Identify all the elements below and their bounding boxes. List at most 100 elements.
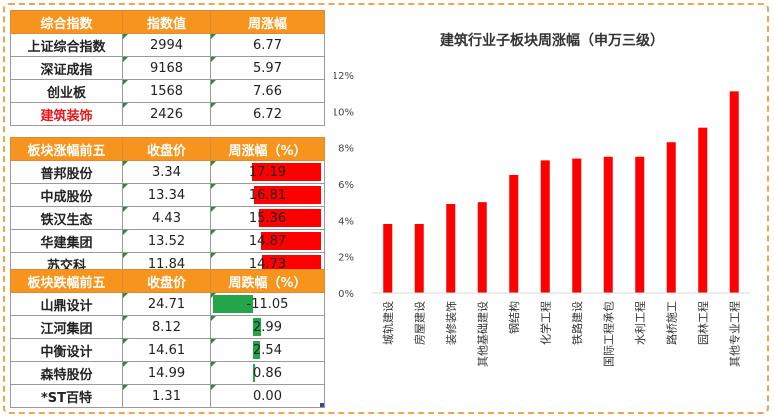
x-tick-label: 路桥施工 bbox=[665, 301, 678, 345]
index-value: 9168 bbox=[122, 56, 211, 80]
data-bar bbox=[254, 186, 321, 204]
bar bbox=[635, 156, 645, 293]
data-bar bbox=[253, 364, 255, 382]
data-bar bbox=[213, 295, 253, 313]
y-tick-label: 4% bbox=[338, 216, 354, 227]
index-value: 2994 bbox=[122, 33, 211, 57]
table-row: 中衡设计 14.61 2.54 bbox=[10, 338, 325, 362]
change-value: 0.86 bbox=[253, 365, 282, 381]
index-value: 1568 bbox=[122, 79, 211, 103]
table-row: 建筑装饰 2426 6.72 bbox=[10, 102, 325, 126]
stock-name: 中成股份 bbox=[10, 183, 123, 207]
stock-name: 华建集团 bbox=[10, 229, 123, 253]
stock-change: 2.54 bbox=[210, 338, 325, 362]
header-cell: 周涨幅 bbox=[210, 10, 325, 34]
top5-table: 板块涨幅前五 收盘价 周涨幅（%） 普邦股份 3.34 17.19 中成股份 13.34… bbox=[10, 137, 325, 276]
stock-close: 3.34 bbox=[122, 160, 211, 184]
bar bbox=[666, 142, 676, 293]
change-value: 15.36 bbox=[248, 210, 287, 226]
y-tick-label: 6% bbox=[338, 180, 354, 191]
bar bbox=[509, 174, 519, 293]
index-table: 综合指数 指数值 周涨幅 上证综合指数 2994 6.77 深证成指 9168 … bbox=[10, 10, 325, 126]
x-axis: 城轨建设 房屋建设 装修装饰 其他基础建设 钢结构 化学工程 铁路建设 国际工程承包 水利工程 路… bbox=[372, 292, 750, 367]
bar bbox=[414, 223, 424, 293]
table-row: 中成股份 13.34 16.81 bbox=[10, 183, 325, 207]
index-name: 创业板 bbox=[10, 79, 123, 103]
header-cell: 板块跌幅前五 bbox=[10, 269, 123, 293]
bar bbox=[698, 127, 708, 293]
table-row: 创业板 1568 7.66 bbox=[10, 79, 325, 103]
bar bbox=[477, 202, 487, 293]
header-cell: 周跌幅（%） bbox=[210, 269, 325, 293]
stock-close: 8.12 bbox=[122, 315, 211, 339]
data-bar bbox=[262, 255, 321, 273]
bar bbox=[540, 160, 550, 293]
header-cell: 收盘价 bbox=[122, 269, 211, 293]
stock-change: 15.36 bbox=[210, 206, 325, 230]
table-row: 江河集团 8.12 2.99 bbox=[10, 315, 325, 339]
stock-close: 24.71 bbox=[122, 292, 211, 316]
header-cell: 综合指数 bbox=[10, 10, 123, 34]
table-row: 森特股份 14.99 0.86 bbox=[10, 361, 325, 385]
stock-close: 14.99 bbox=[122, 361, 211, 385]
stock-name: 普邦股份 bbox=[10, 160, 123, 184]
index-change: 7.66 bbox=[210, 79, 325, 103]
stock-close: 13.52 bbox=[122, 229, 211, 253]
dashboard-frame bbox=[3, 3, 769, 414]
stock-name: 山鼎设计 bbox=[10, 292, 123, 316]
x-tick-label: 其他专业工程 bbox=[727, 301, 741, 367]
bar-series bbox=[383, 91, 739, 293]
header-cell: 指数值 bbox=[122, 10, 211, 34]
index-name: 深证成指 bbox=[10, 56, 123, 80]
index-name: 上证综合指数 bbox=[10, 33, 123, 57]
stock-change: 16.81 bbox=[210, 183, 325, 207]
x-tick-label: 铁路建设 bbox=[570, 301, 584, 345]
table-row: 铁汉生态 4.43 15.36 bbox=[10, 206, 325, 230]
stock-name: 江河集团 bbox=[10, 315, 123, 339]
change-value: 17.19 bbox=[248, 164, 287, 180]
stock-change: 17.19 bbox=[210, 160, 325, 184]
change-value: 2.54 bbox=[253, 342, 282, 358]
index-table-header: 综合指数 指数值 周涨幅 bbox=[10, 10, 325, 34]
stock-change: 2.99 bbox=[210, 315, 325, 339]
table-row: 深证成指 9168 5.97 bbox=[10, 56, 325, 80]
change-value: 16.81 bbox=[248, 187, 287, 203]
bar bbox=[729, 91, 739, 293]
data-bar bbox=[253, 341, 260, 359]
y-tick-label: 8% bbox=[338, 144, 354, 155]
x-tick-label: 城轨建设 bbox=[381, 301, 395, 345]
stock-name: *ST百特 bbox=[10, 384, 123, 408]
stock-change: 0.00 bbox=[210, 384, 325, 408]
y-tick-label: 0% bbox=[338, 289, 354, 300]
bar-chart: 建筑行业子板块周涨幅（申万三级） 0% 2% 4% 6% 8% 10% 12% 城轨建设 房屋… bbox=[334, 32, 750, 367]
y-axis: 0% 2% 4% 6% 8% 10% 12% bbox=[334, 71, 354, 300]
index-value: 2426 bbox=[122, 102, 211, 126]
x-tick-label: 其他基础建设 bbox=[475, 301, 489, 367]
bottom5-table-header: 板块跌幅前五 收盘价 周跌幅（%） bbox=[10, 269, 325, 293]
stock-close: 4.43 bbox=[122, 206, 211, 230]
header-cell: 周涨幅（%） bbox=[210, 137, 325, 161]
x-tick-label: 化学工程 bbox=[538, 301, 552, 345]
data-bar bbox=[252, 163, 321, 181]
change-value: 0.00 bbox=[253, 388, 282, 404]
stock-change: -11.05 bbox=[210, 292, 325, 316]
data-bar bbox=[259, 209, 321, 227]
x-tick-label: 水利工程 bbox=[634, 301, 647, 345]
change-value: -11.05 bbox=[246, 296, 289, 312]
stock-change: 0.86 bbox=[210, 361, 325, 385]
stock-name: 铁汉生态 bbox=[10, 206, 123, 230]
bar bbox=[603, 156, 613, 293]
header-cell: 板块涨幅前五 bbox=[10, 137, 123, 161]
y-tick-label: 10% bbox=[334, 107, 354, 118]
y-tick-label: 12% bbox=[334, 71, 354, 82]
header-cell: 收盘价 bbox=[122, 137, 211, 161]
chart-title: 建筑行业子板块周涨幅（申万三级） bbox=[440, 32, 664, 49]
table-row: 上证综合指数 2994 6.77 bbox=[10, 33, 325, 57]
x-tick-label: 园林工程 bbox=[696, 301, 710, 345]
table-row: 普邦股份 3.34 17.19 bbox=[10, 160, 325, 184]
stock-close: 13.34 bbox=[122, 183, 211, 207]
change-value: 14.87 bbox=[248, 233, 287, 249]
bar bbox=[572, 158, 582, 293]
y-tick-label: 2% bbox=[338, 253, 354, 264]
index-change: 6.77 bbox=[210, 33, 325, 57]
